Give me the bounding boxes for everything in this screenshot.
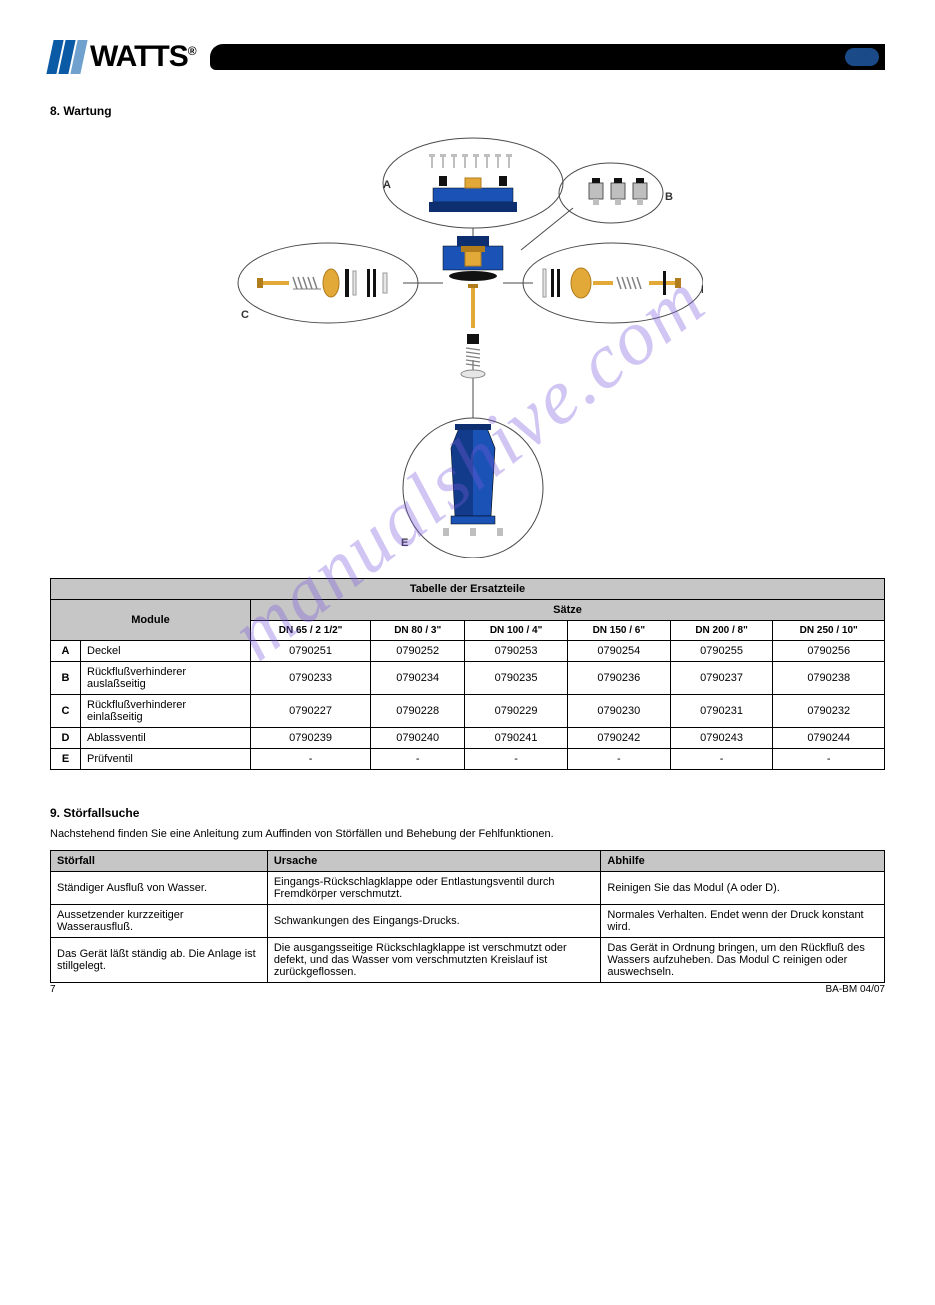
table-row: Aussetzender kurzzeitiger Wasserausfluß.… (51, 905, 885, 938)
section-title-maintenance: 8. Wartung (50, 104, 885, 118)
page-footer: 7 BA-BM 04/07 (50, 984, 885, 995)
table-row: ADeckel079025107902520790253079025407902… (51, 641, 885, 662)
kits-header: Sätze (251, 600, 885, 621)
col-header: Ursache (267, 851, 601, 872)
table-row: Das Gerät läßt ständig ab. Die Anlage is… (51, 938, 885, 983)
exploded-diagram-svg: A B C D E (233, 128, 703, 558)
size-header: DN 200 / 8" (670, 621, 773, 641)
modules-header: Module (51, 600, 251, 641)
spare-parts-table: Tabelle der Ersatzteile Module Sätze DN … (50, 578, 885, 770)
size-header: DN 150 / 6" (567, 621, 670, 641)
col-header: Abhilfe (601, 851, 885, 872)
svg-text:C: C (241, 309, 249, 321)
troubleshoot-intro: Nachstehend finden Sie eine Anleitung zu… (50, 828, 885, 840)
svg-text:B: B (665, 191, 673, 203)
col-header: Störfall (51, 851, 268, 872)
table-title: Tabelle der Ersatzteile (51, 579, 885, 600)
table-row: DAblassventil079023907902400790241079024… (51, 728, 885, 749)
brand-name: WATTS® (90, 40, 196, 74)
troubleshoot-table: StörfallUrsacheAbhilfe Ständiger Ausfluß… (50, 850, 885, 983)
size-header: DN 80 / 3" (371, 621, 465, 641)
table-row: EPrüfventil------ (51, 749, 885, 770)
size-header: DN 250 / 10" (773, 621, 885, 641)
size-header: DN 65 / 2 1/2" (251, 621, 371, 641)
section-title-troubleshoot: 9. Störfallsuche (50, 806, 885, 820)
header-pill-icon (845, 48, 879, 66)
svg-text:E: E (401, 537, 408, 549)
brand-logo: WATTS® (50, 40, 196, 74)
page-number: 7 (50, 984, 56, 995)
table-row: Ständiger Ausfluß von Wasser.Eingangs-Rü… (51, 872, 885, 905)
table-row: BRückflußverhinderer auslaßseitig0790233… (51, 662, 885, 695)
svg-text:A: A (383, 179, 391, 191)
table-row: CRückflußverhinderer einlaßseitig0790227… (51, 695, 885, 728)
page-header: WATTS® (50, 40, 885, 74)
header-black-bar (210, 44, 885, 70)
size-header: DN 100 / 4" (465, 621, 568, 641)
logo-bars-icon (50, 40, 86, 74)
svg-text:D: D (701, 284, 703, 296)
exploded-diagram: A B C D E (50, 128, 885, 558)
doc-code: BA-BM 04/07 (826, 984, 885, 995)
